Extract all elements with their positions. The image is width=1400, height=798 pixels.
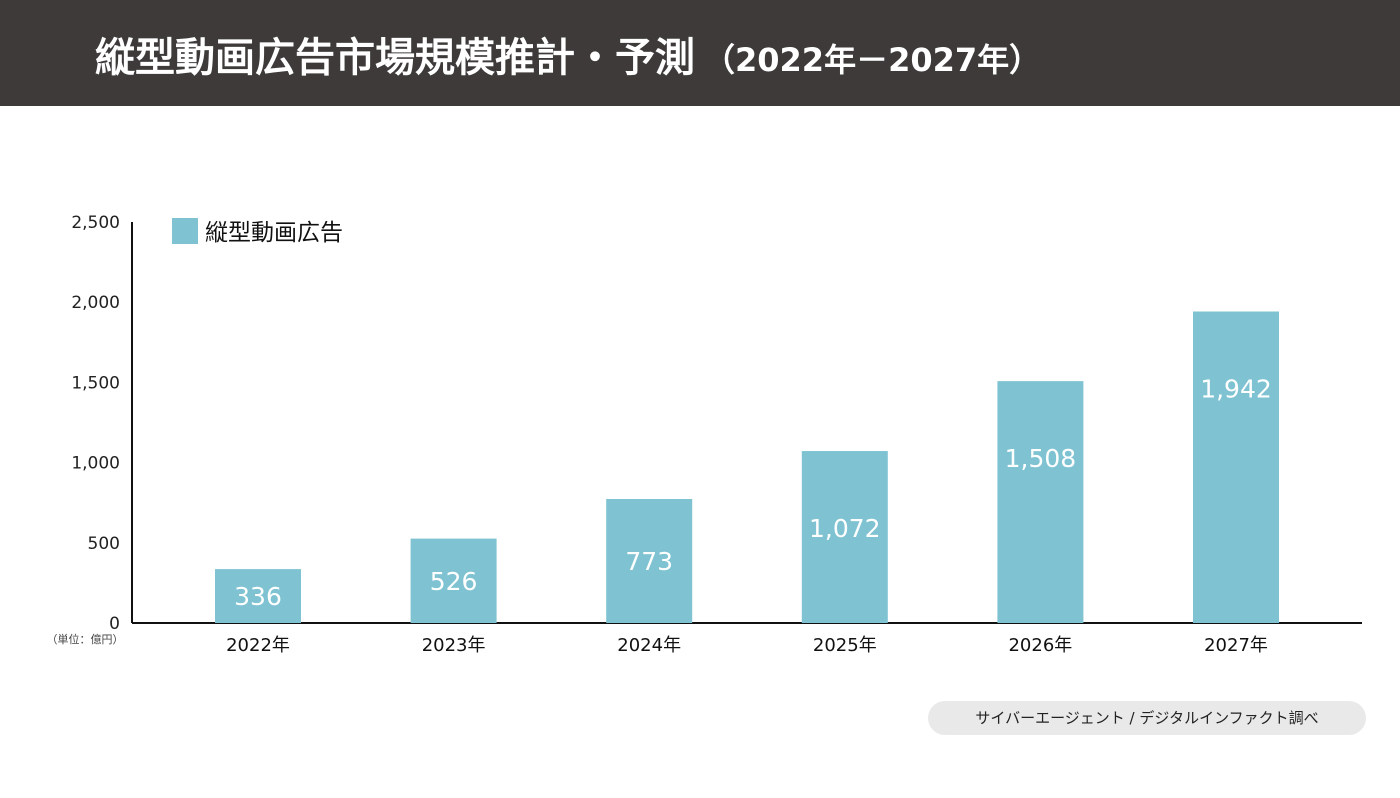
bar (801, 451, 888, 623)
unit-note: （単位：億円） (47, 632, 124, 646)
title-period: （2022年－2027年） (703, 41, 1042, 79)
bar-value-label: 1,508 (1005, 444, 1077, 473)
bar-value-label: 1,072 (809, 514, 881, 543)
bar (606, 499, 693, 623)
bar-value-label: 1,942 (1200, 375, 1272, 404)
x-tick-label: 2022年 (226, 635, 290, 656)
legend-label: 縦型動画広告 (205, 220, 343, 246)
x-tick-label: 2023年 (422, 635, 486, 656)
y-tick-label: 500 (88, 534, 120, 554)
bar (1193, 311, 1279, 623)
x-tick-label: 2026年 (1008, 635, 1072, 656)
bar-value-label: 336 (234, 582, 282, 611)
x-tick-label: 2027年 (1204, 635, 1268, 656)
bar-value-label: 526 (430, 567, 478, 596)
y-tick-label: 0 (109, 614, 120, 634)
y-tick-label: 2,500 (71, 213, 120, 233)
x-tick-label: 2024年 (617, 635, 681, 656)
legend-swatch (172, 218, 198, 244)
bar (215, 569, 301, 623)
title-main: 縦型動画広告市場規模推計・予測 (95, 35, 695, 81)
x-tick-label: 2025年 (813, 635, 877, 656)
bar (410, 538, 497, 623)
y-tick-label: 1,500 (71, 373, 120, 393)
page-title: 縦型動画広告市場規模推計・予測 （2022年－2027年） (95, 30, 1041, 88)
y-tick-label: 1,000 (71, 454, 120, 474)
source-badge: サイバーエージェント / デジタルインファクト調べ (928, 701, 1366, 735)
bar (997, 381, 1084, 623)
y-tick-label: 2,000 (71, 293, 120, 313)
title-bar: 縦型動画広告市場規模推計・予測 （2022年－2027年） (0, 0, 1400, 106)
bar-value-label: 773 (625, 547, 673, 576)
